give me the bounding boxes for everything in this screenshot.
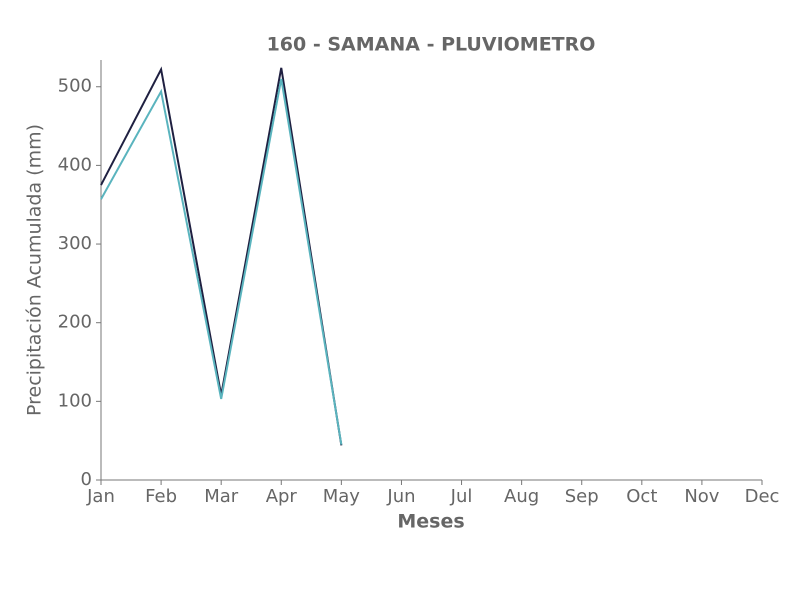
- x-tick-label: Oct: [626, 486, 657, 507]
- y-axis-title: Precipitación Acumulada (mm): [24, 124, 46, 416]
- x-tick-label: May: [323, 486, 361, 507]
- x-tick-label: Sep: [565, 486, 599, 507]
- x-tick-label: Dec: [745, 486, 780, 507]
- x-tick-label: Feb: [145, 486, 177, 507]
- x-tick-label: Mar: [204, 486, 239, 507]
- x-tick-label: Aug: [504, 486, 539, 507]
- y-tick-label: 500: [58, 76, 92, 97]
- y-tick-label: 200: [58, 312, 92, 333]
- y-tick-label: 300: [58, 233, 92, 254]
- x-axis-title: Meses: [397, 511, 464, 533]
- series-line: [100, 66, 343, 446]
- chart-title: 160 - SAMANA - PLUVIOMETRO: [267, 34, 596, 56]
- x-tick-label: Nov: [684, 486, 719, 507]
- series-line: [100, 78, 343, 445]
- x-tick-label: Jun: [386, 486, 415, 507]
- x-tick-label: Jan: [86, 486, 115, 507]
- y-tick-label: 0: [81, 469, 92, 490]
- y-tick-label: 100: [58, 390, 92, 411]
- y-tick-label: 400: [58, 154, 92, 175]
- x-tick-label: Apr: [266, 486, 298, 507]
- x-tick-label: Jul: [450, 486, 473, 507]
